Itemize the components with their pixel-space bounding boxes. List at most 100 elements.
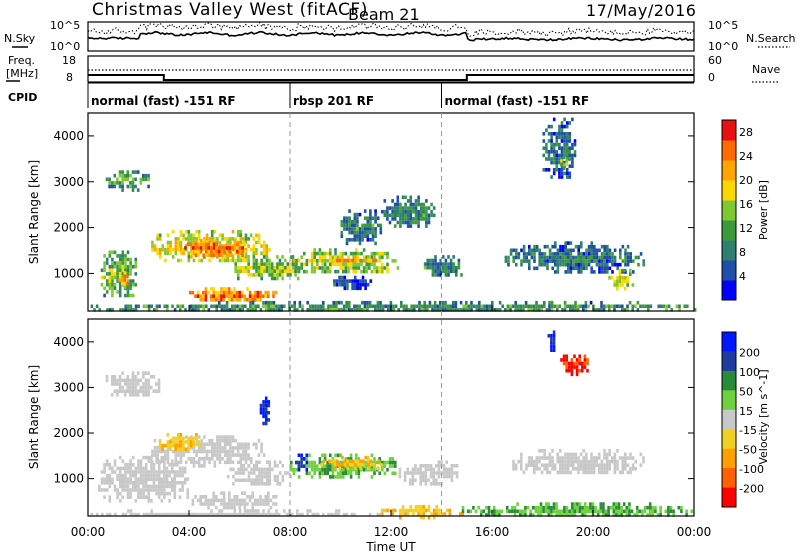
velocity-cell	[487, 505, 491, 510]
velocity-cell	[147, 371, 150, 375]
power-cell	[116, 272, 119, 276]
velocity-cell	[559, 459, 562, 464]
power-colorbar-tick: 28	[739, 126, 753, 139]
velocity-colorbar-tick: 15	[739, 405, 753, 418]
power-cell	[108, 286, 112, 291]
power-cell	[541, 259, 544, 263]
power-cell	[126, 170, 130, 174]
power-cell	[455, 269, 458, 274]
velocity-cell	[556, 456, 559, 460]
power-cell	[426, 262, 429, 266]
velocity-cell	[113, 484, 117, 489]
power-cell	[399, 217, 402, 221]
power-cell	[222, 287, 226, 291]
velocity-cell	[546, 463, 549, 467]
velocity-cell	[565, 354, 568, 359]
power-cell	[626, 259, 630, 263]
power-cell	[552, 160, 556, 165]
power-cell	[340, 275, 344, 280]
power-cell	[280, 304, 283, 309]
power-cell	[470, 304, 473, 309]
power-cell	[276, 273, 279, 277]
power-cell	[192, 233, 196, 238]
power-cell	[314, 308, 317, 312]
power-cell	[563, 171, 566, 176]
power-cell	[238, 294, 241, 298]
velocity-cell	[568, 368, 571, 373]
power-cell	[177, 240, 180, 245]
velocity-cell	[311, 512, 315, 517]
velocity-cell	[651, 505, 655, 510]
velocity-cell	[635, 513, 639, 517]
power-cell	[233, 298, 236, 302]
power-cell	[178, 242, 182, 247]
power-cell	[239, 240, 243, 245]
power-cell	[298, 304, 302, 309]
power-cell	[358, 241, 362, 246]
power-cell	[378, 251, 381, 256]
velocity-cell	[242, 442, 245, 447]
velocity-cell	[409, 471, 412, 475]
power-cell	[556, 248, 560, 253]
velocity-cell	[565, 361, 568, 366]
velocity-cell	[187, 436, 190, 441]
power-cell	[374, 308, 377, 312]
power-cell	[321, 255, 324, 259]
velocity-cell	[203, 460, 206, 465]
velocity-cell	[152, 484, 156, 489]
power-cell	[323, 255, 327, 259]
power-cell	[558, 132, 561, 136]
power-cell	[233, 304, 237, 309]
velocity-cell	[643, 505, 647, 510]
velocity-cell	[205, 449, 209, 454]
velocity-cell	[521, 509, 525, 514]
velocity-cell	[592, 463, 596, 467]
velocity-colorbar-swatch	[722, 448, 736, 469]
velocity-cell	[265, 482, 269, 486]
power-cell	[647, 308, 650, 312]
power-cell	[223, 258, 227, 263]
power-cell	[123, 274, 127, 279]
power-cell	[558, 157, 561, 161]
velocity-cell	[265, 460, 269, 464]
velocity-cell	[129, 378, 132, 383]
velocity-cell	[347, 457, 350, 461]
velocity-cell	[424, 464, 428, 468]
velocity-cell	[155, 477, 158, 481]
velocity-cell	[264, 495, 267, 499]
velocity-cell	[144, 470, 148, 474]
power-cell	[344, 266, 348, 270]
power-cell	[129, 286, 132, 291]
velocity-colorbar-swatch	[722, 429, 736, 450]
velocity-cell	[300, 464, 303, 468]
power-cell	[602, 308, 606, 312]
power-cell	[546, 262, 549, 267]
velocity-cell	[582, 449, 585, 453]
velocity-cell	[221, 456, 224, 461]
velocity-cell	[183, 470, 187, 474]
power-cell	[121, 308, 125, 312]
nsky-label: N.Sky	[4, 32, 36, 45]
power-cell	[381, 308, 385, 312]
velocity-cell	[267, 512, 270, 517]
velocity-cell	[329, 464, 332, 468]
power-colorbar-swatch	[722, 200, 736, 221]
power-cell	[561, 259, 565, 263]
velocity-cell	[591, 505, 595, 510]
power-cell	[504, 255, 508, 260]
power-cell	[156, 247, 159, 252]
power-cell	[257, 240, 261, 245]
velocity-cell	[603, 452, 606, 457]
velocity-cell	[249, 460, 253, 465]
power-cell	[441, 304, 445, 309]
velocity-cell	[335, 459, 339, 463]
power-cell	[360, 262, 363, 267]
power-cell	[247, 244, 250, 248]
power-cell	[381, 269, 384, 274]
velocity-cell	[163, 473, 166, 478]
velocity-cell	[611, 459, 614, 464]
power-cell	[374, 230, 377, 235]
velocity-cell	[216, 442, 219, 447]
velocity-cell	[561, 467, 565, 471]
velocity-cell	[173, 495, 177, 499]
